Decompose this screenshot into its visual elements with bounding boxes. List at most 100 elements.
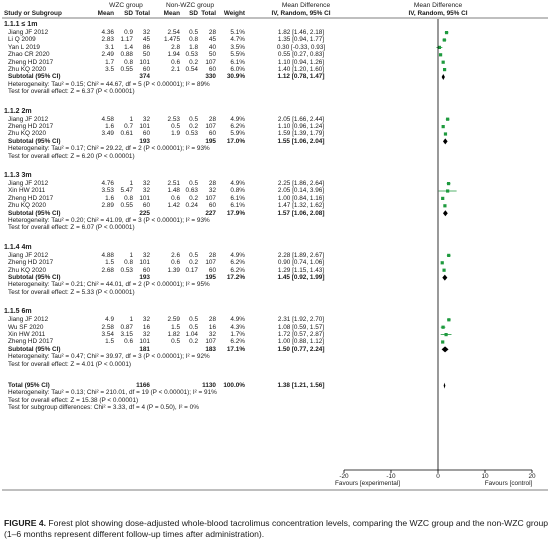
study-row-name: Li Q 2009: [8, 36, 36, 44]
subtotal-row-total: 193: [139, 274, 150, 281]
forest-graphics: [2, 17, 548, 491]
study-row-total: 101: [139, 259, 150, 267]
study-row-weight: 6.1%: [230, 194, 245, 202]
ci-column-header: IV, Random, 95% CI: [271, 10, 331, 17]
total2-column-header: Total: [201, 10, 216, 17]
study-row-mean2: 2.53: [167, 115, 180, 123]
subtotal-row-ci: 1.57 [1.06, 2.08]: [277, 209, 325, 217]
study-row-marker: [441, 125, 445, 129]
study-row-marker: [442, 68, 447, 72]
study-row-name: Xin HW 2011: [8, 331, 46, 338]
study-row-marker: [447, 253, 451, 257]
study-row-total2: 28: [208, 29, 216, 36]
overall-effect-text: Test for overall effect: Z = 5.33 (P < 0…: [8, 288, 135, 296]
study-row-sd: 0.55: [120, 66, 133, 73]
study-row-marker: [441, 60, 445, 64]
study-row-name: Jiang JF 2012: [8, 251, 49, 259]
study-row-name: Jiang JF 2012: [8, 29, 49, 36]
favours-experimental-label: Favours [experimental]: [335, 480, 400, 487]
mean-difference-header: Mean Difference: [281, 2, 331, 9]
study-row-sd: 0.55: [120, 202, 133, 210]
study-row-total2: 107: [205, 123, 216, 130]
subgroup-title: 1.1.2 2m: [4, 107, 32, 115]
subtotal-row-ci: 1.12 [0.78, 1.47]: [277, 73, 325, 81]
study-row-total2: 40: [208, 43, 216, 51]
sd2-column-header: SD: [189, 10, 198, 17]
mean-column-header: Mean: [97, 10, 114, 17]
study-row-ci: 1.40 [1.20, 1.60]: [277, 66, 325, 73]
study-row-mean2: 2.6: [171, 251, 180, 259]
subtotal-row-weight: 17.1%: [226, 345, 245, 353]
x-axis-tick-label: 20: [528, 473, 536, 480]
study-row-mean2: 0.6: [171, 58, 180, 66]
study-row-sd2: 0.54: [185, 66, 198, 73]
study-row-marker: [441, 196, 445, 200]
study-row-sd2: 0.63: [185, 187, 198, 195]
study-row-mean2: 1.5: [171, 323, 180, 331]
study-row-mean: 1.6: [105, 123, 114, 130]
wzc-group-header: WZC group: [109, 2, 143, 9]
study-row-marker: [447, 318, 451, 322]
subtotal-row-ci: 1.50 [0.77, 2.24]: [277, 345, 325, 353]
study-row-name: Zheng HD 2017: [8, 338, 54, 346]
study-row-total2: 28: [208, 316, 216, 324]
total-heterogeneity-text: Heterogeneity: Tau² = 0.13; Chi² = 210.0…: [8, 389, 217, 397]
study-row-mean2: 1.475: [164, 36, 180, 44]
study-row-total2: 28: [208, 180, 216, 187]
study-row-weight: 3.5%: [230, 43, 245, 51]
study-row-marker: [442, 38, 446, 42]
study-row-sd2: 0.2: [189, 338, 198, 346]
subtotal-row-weight: 17.9%: [226, 209, 245, 217]
heterogeneity-text: Heterogeneity: Tau² = 0.47; Chi² = 39.97…: [8, 353, 210, 361]
mean-difference-header-plot: Mean Difference: [413, 2, 463, 9]
study-row-mean2: 0.5: [171, 338, 180, 346]
study-row-mean2: 1.82: [167, 331, 180, 338]
study-row-total: 60: [142, 66, 150, 73]
study-row-sd2: 0.5: [189, 323, 198, 331]
study-row-total2: 45: [208, 36, 216, 44]
study-row-total2: 32: [208, 187, 216, 195]
study-row-weight: 0.8%: [230, 187, 245, 195]
study-row-mean2: 0.6: [171, 259, 180, 267]
subtotal-row-total: 193: [139, 137, 150, 145]
study-row-weight: 6.2%: [230, 266, 245, 274]
study-row-sd: 1.17: [120, 36, 133, 44]
study-row-ci: 1.29 [1.15, 1.43]: [277, 266, 325, 274]
study-row-sd: 0.8: [124, 259, 133, 267]
study-row-marker: [446, 189, 450, 193]
subgroup-title: 1.1.4 4m: [4, 243, 32, 251]
study-row-sd2: 0.53: [185, 51, 198, 59]
study-row-sd: 0.9: [124, 29, 133, 36]
study-row-ci: 1.10 [0.94, 1.26]: [277, 58, 325, 66]
subtotal-row-diamond: [441, 346, 449, 353]
study-row-marker: [444, 333, 448, 337]
study-row-name: Zhu KQ 2020: [8, 130, 47, 138]
study-row-sd: 0.88: [120, 51, 133, 59]
study-row-mean: 4.9: [105, 316, 114, 324]
study-row-sd: 0.53: [120, 266, 133, 274]
study-row-mean2: 0.6: [171, 194, 180, 202]
study-row-total: 16: [142, 323, 150, 331]
study-row-total2: 107: [205, 338, 216, 346]
subtotal-row-weight: 30.9%: [226, 73, 245, 81]
study-row-marker: [437, 45, 442, 49]
study-row-ci: 1.72 [0.57, 2.87]: [277, 331, 325, 338]
study-row-total: 32: [142, 29, 150, 36]
subtotal-row-weight: 17.0%: [226, 137, 245, 145]
study-row-ci: 1.10 [0.96, 1.24]: [277, 123, 325, 130]
heterogeneity-text: Heterogeneity: Tau² = 0.17; Chi² = 29.22…: [8, 145, 210, 153]
caption-label: FIGURE 4.: [4, 518, 47, 528]
subtotal-row-total: 181: [139, 345, 150, 353]
subtotal-row-ci: 1.55 [1.06, 2.04]: [277, 137, 325, 145]
study-row-mean: 2.58: [101, 323, 114, 331]
study-row-total: 86: [142, 43, 150, 51]
study-row-sd2: 0.5: [189, 29, 198, 36]
study-row-total2: 107: [205, 58, 216, 66]
study-row-sd2: 0.5: [189, 115, 198, 123]
weight-column-header: Weight: [223, 10, 245, 17]
overall-total-row-total: 1166: [136, 382, 150, 389]
study-row-mean: 2.89: [101, 202, 114, 210]
study-row-ci: 2.05 [1.66, 2.44]: [277, 115, 325, 123]
study-row-mean2: 2.8: [171, 43, 180, 51]
subgroup-title: 1.1.1 ≤ 1m: [4, 21, 38, 28]
